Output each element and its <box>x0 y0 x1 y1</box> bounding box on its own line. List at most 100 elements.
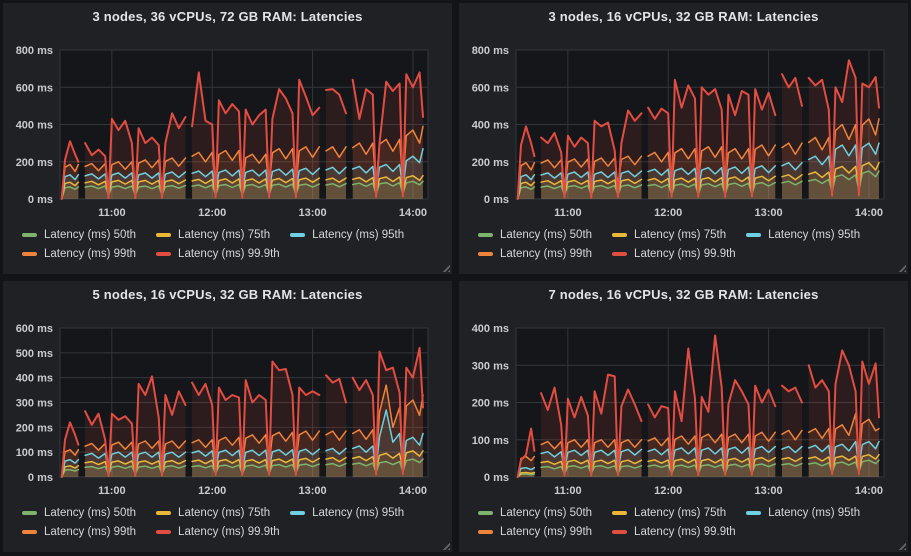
legend-color-swatch <box>156 529 172 534</box>
legend-item-latency-ms-99th[interactable]: Latency (ms) 99th <box>478 526 592 538</box>
chart-canvas[interactable]: 0 ms 100 ms 200 ms 300 ms 400 ms 11:00 12:00 13… <box>459 309 908 501</box>
panel-resize-handle[interactable] <box>441 263 450 272</box>
legend-color-swatch <box>22 232 37 237</box>
series-line <box>647 334 777 477</box>
series-fill <box>782 463 802 477</box>
series-line <box>325 462 347 468</box>
legend-item-latency-ms-99th[interactable]: Latency (ms) 99th <box>478 248 592 260</box>
legend-color-swatch <box>290 510 306 515</box>
plot-border <box>59 327 429 478</box>
series-fill <box>326 375 346 477</box>
panel-resize-handle[interactable] <box>441 541 450 550</box>
y-tick-label: 0 ms <box>28 194 53 206</box>
series-line <box>807 412 880 463</box>
series-fill <box>648 464 776 477</box>
legend-color-swatch <box>612 251 628 256</box>
series-fill <box>326 448 346 477</box>
y-tick-label: 0 ms <box>484 194 509 206</box>
series-fill <box>326 183 346 199</box>
series-line <box>781 462 803 467</box>
legend-item-latency-ms-75th[interactable]: Latency (ms) 75th <box>156 229 270 241</box>
series-line <box>60 458 80 478</box>
series-fill <box>517 428 535 477</box>
series-fill <box>61 182 79 199</box>
legend-item-latency-ms-99.9th[interactable]: Latency (ms) 99.9th <box>612 248 736 260</box>
series-fill <box>192 464 320 477</box>
chart-canvas[interactable]: 0 ms 200 ms 400 ms 600 ms 800 ms 11:00 12:00 13… <box>3 31 452 223</box>
legend-color-swatch <box>612 510 628 515</box>
legend-item-latency-ms-95th[interactable]: Latency (ms) 95th <box>746 229 860 241</box>
legend-label: Latency (ms) 99.9th <box>178 525 280 538</box>
legend-label: Latency (ms) 99th <box>500 247 593 260</box>
legend-item-latency-ms-95th[interactable]: Latency (ms) 95th <box>290 229 404 241</box>
panel-title[interactable]: 7 nodes, 16 vCPUs, 32 GB RAM: Latencies <box>548 287 819 302</box>
series-fill <box>541 460 642 477</box>
series-line <box>351 384 424 464</box>
legend-item-latency-ms-99.9th[interactable]: Latency (ms) 99.9th <box>156 248 280 260</box>
plot-border <box>59 49 429 200</box>
chart-legend: Latency (ms) 50th Latency (ms) 75th Latenc… <box>478 225 902 263</box>
legend-label: Latency (ms) 99.9th <box>178 247 280 260</box>
series-line <box>807 453 880 472</box>
chart-canvas[interactable]: 0 ms 200 ms 400 ms 600 ms 800 ms 11:00 12:00 13… <box>459 31 908 223</box>
legend-label: Latency (ms) 99.9th <box>634 525 736 538</box>
legend-item-latency-ms-99th[interactable]: Latency (ms) 99th <box>22 248 136 260</box>
panel-resize-handle[interactable] <box>897 541 906 550</box>
series-line <box>191 360 321 476</box>
legend-color-swatch <box>478 232 493 237</box>
legend-item-latency-ms-75th[interactable]: Latency (ms) 75th <box>612 229 726 241</box>
legend-item-latency-ms-75th[interactable]: Latency (ms) 75th <box>156 507 270 519</box>
y-tick-label: 500 ms <box>16 348 53 360</box>
legend-item-latency-ms-50th[interactable]: Latency (ms) 50th <box>22 229 136 241</box>
legend-item-latency-ms-50th[interactable]: Latency (ms) 50th <box>22 507 136 519</box>
series-line <box>516 125 536 200</box>
legend-label: Latency (ms) 75th <box>634 228 727 241</box>
series-fill <box>192 178 320 199</box>
panel-title[interactable]: 5 nodes, 16 vCPUs, 32 GB RAM: Latencies <box>92 287 363 302</box>
series-fill <box>541 179 642 199</box>
series-fill <box>648 182 776 199</box>
y-tick-label: 200 ms <box>16 422 53 434</box>
legend-color-swatch <box>22 510 37 515</box>
legend-item-latency-ms-75th[interactable]: Latency (ms) 75th <box>612 507 726 519</box>
series-line <box>807 170 880 193</box>
legend-item-latency-ms-50th[interactable]: Latency (ms) 50th <box>478 229 592 241</box>
x-tick-label: 13:00 <box>299 207 327 219</box>
x-tick-label: 14:00 <box>855 485 883 497</box>
panel-title[interactable]: 3 nodes, 36 vCPUs, 72 GB RAM: Latencies <box>92 9 363 24</box>
legend-item-latency-ms-99.9th[interactable]: Latency (ms) 99.9th <box>612 526 736 538</box>
series-fill <box>648 457 776 477</box>
series-fill <box>517 162 535 199</box>
legend-label: Latency (ms) 50th <box>500 228 593 241</box>
legend-item-latency-ms-99th[interactable]: Latency (ms) 99th <box>22 526 136 538</box>
x-tick-label: 14:00 <box>399 485 427 497</box>
legend-row: Latency (ms) 99th Latency (ms) 99.9th <box>22 522 446 541</box>
panel-title[interactable]: 3 nodes, 16 vCPUs, 32 GB RAM: Latencies <box>548 9 819 24</box>
series-line <box>781 174 803 181</box>
series-line <box>351 71 424 198</box>
legend-color-swatch <box>22 251 37 256</box>
legend-item-latency-ms-95th[interactable]: Latency (ms) 95th <box>746 507 860 519</box>
legend-item-latency-ms-95th[interactable]: Latency (ms) 95th <box>290 507 404 519</box>
y-tick-label: 800 ms <box>472 45 509 57</box>
series-line <box>84 375 187 477</box>
panel-resize-handle[interactable] <box>897 263 906 272</box>
chart-canvas[interactable]: 0 ms 100 ms 200 ms 300 ms 400 ms 500 ms 600 ms… <box>3 309 452 501</box>
x-tick-label: 12:00 <box>654 207 682 219</box>
legend-color-swatch <box>478 529 493 534</box>
series-line <box>325 456 347 463</box>
series-fill <box>61 465 79 477</box>
legend-item-latency-ms-50th[interactable]: Latency (ms) 50th <box>478 507 592 519</box>
series-line <box>540 373 643 477</box>
series-line <box>351 450 424 471</box>
series-line <box>807 59 880 197</box>
series-line <box>60 465 80 478</box>
legend-color-swatch <box>156 251 172 256</box>
series-fill <box>648 165 776 199</box>
series-fill <box>61 459 79 477</box>
series-fill <box>192 458 320 477</box>
legend-item-latency-ms-99.9th[interactable]: Latency (ms) 99.9th <box>156 526 280 538</box>
chart-legend: Latency (ms) 50th Latency (ms) 75th Latenc… <box>478 503 902 541</box>
y-tick-label: 200 ms <box>16 157 53 169</box>
series-line <box>807 161 880 190</box>
